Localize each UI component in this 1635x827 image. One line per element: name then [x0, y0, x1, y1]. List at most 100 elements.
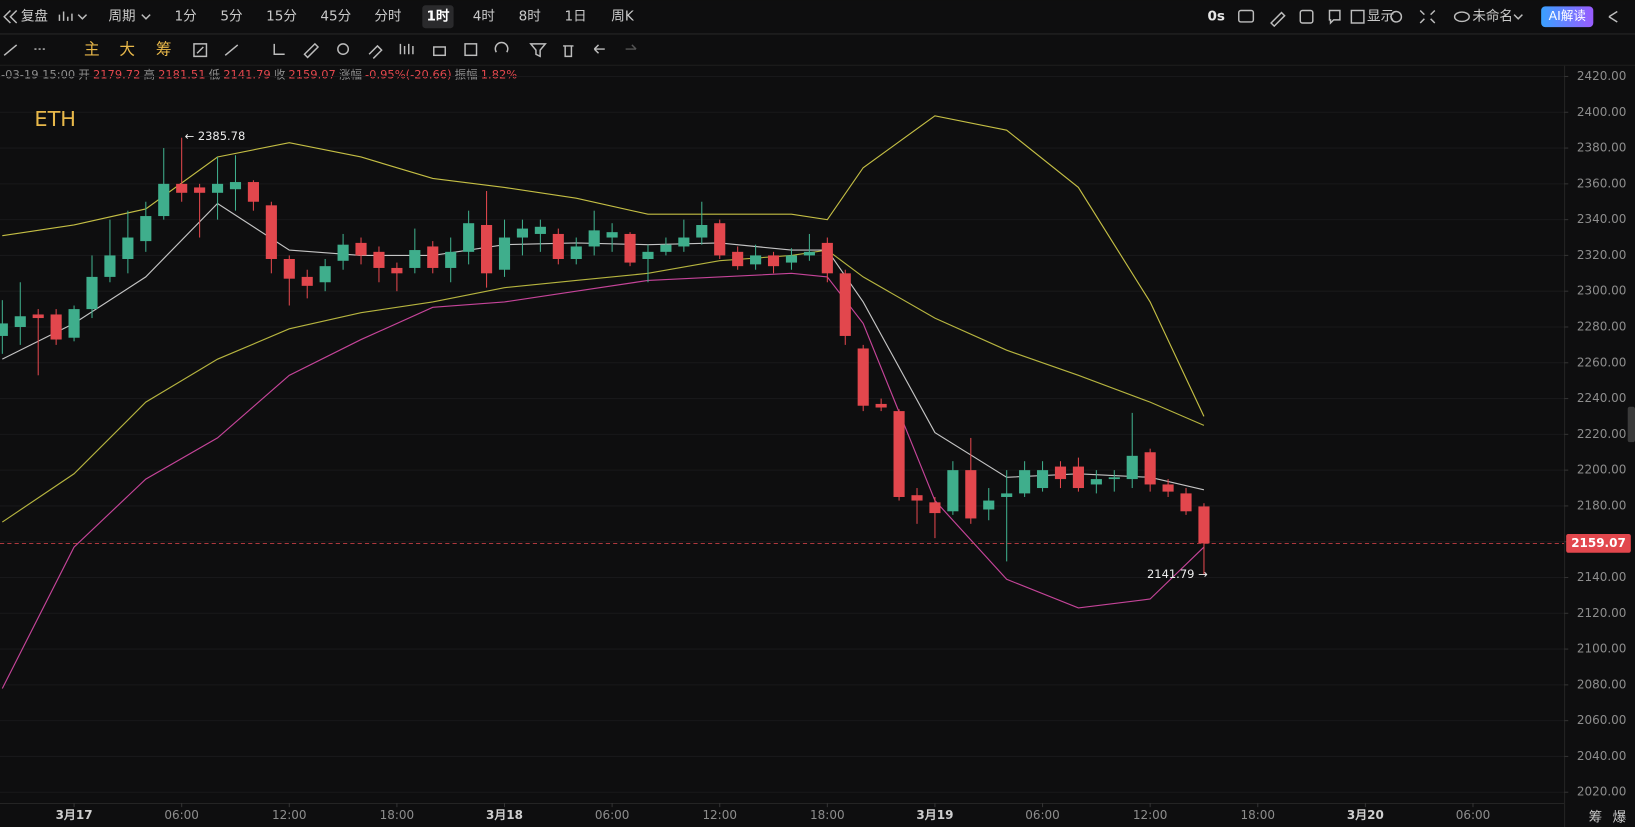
candle-body	[337, 244, 349, 261]
candle-body	[1072, 466, 1084, 489]
candle-body	[552, 233, 564, 259]
candle-body	[732, 251, 744, 267]
cloud-icon[interactable]	[1453, 11, 1470, 23]
candle-body	[0, 323, 8, 336]
x-tick-label: 12:00	[272, 808, 307, 822]
tool-icon[interactable]	[303, 42, 320, 59]
dropdown-icon[interactable]	[1513, 14, 1523, 20]
tool-icon[interactable]	[433, 46, 446, 57]
candle-body	[229, 182, 242, 190]
candle-body	[158, 183, 170, 217]
display-button[interactable]: 显示	[1367, 9, 1394, 25]
candle-body	[301, 276, 313, 286]
tool-icon[interactable]	[399, 43, 414, 55]
interval-button[interactable]: 8时	[519, 9, 542, 25]
info-open: 2179.72	[93, 68, 140, 82]
candle-body	[445, 251, 457, 268]
x-tick-label: 06:00	[1025, 808, 1060, 822]
interval-button[interactable]: 分时	[374, 9, 402, 25]
interval-button[interactable]: 45分	[320, 9, 351, 25]
candle-body	[750, 255, 762, 265]
ai-button[interactable]: AI解读	[1549, 8, 1586, 23]
top-toolbar: 复盘 周期 0s 显示 未命名 AI解读 1分 5分 15分 45分 分时 1时 4时 8时 1…	[0, 5, 1635, 35]
info-amplitude: 1.82%	[481, 68, 518, 82]
side-handle[interactable]	[1627, 406, 1635, 443]
filter-tool[interactable]	[529, 43, 547, 58]
indicator-icon[interactable]	[58, 11, 73, 21]
fullscreen-icon[interactable]	[1419, 9, 1436, 24]
drawing-toolbar: 主大 筹	[0, 40, 1635, 66]
high-annotation: ← 2385.78	[185, 129, 246, 143]
undo-tool[interactable]	[593, 44, 605, 54]
candle-body	[911, 495, 923, 501]
interval-button[interactable]: 1时	[426, 8, 449, 25]
interval-button[interactable]: 1分	[175, 9, 198, 25]
candle-body	[50, 314, 62, 340]
tool-icon[interactable]	[368, 44, 383, 59]
comment-icon[interactable]	[1328, 9, 1341, 25]
candle-body	[1198, 506, 1210, 544]
candle-body	[642, 251, 654, 259]
side-button[interactable]: 爆	[1613, 810, 1627, 826]
candle-body	[140, 216, 152, 242]
candle-body	[355, 242, 367, 256]
screenshot-icon[interactable]	[1238, 9, 1255, 23]
replay-button[interactable]: 复盘	[21, 8, 48, 25]
side-button[interactable]: 筹	[1589, 809, 1603, 826]
draw-icon[interactable]	[1270, 11, 1286, 28]
interval-button[interactable]: 15分	[266, 9, 297, 25]
dropdown-icon[interactable]	[141, 14, 151, 20]
y-tick-label: 2360.00	[1577, 176, 1627, 190]
candle-body	[714, 223, 726, 256]
y-tick-label: 2180.00	[1577, 498, 1627, 512]
tool-icon[interactable]	[273, 43, 285, 56]
period-button[interactable]: 周期	[108, 9, 135, 25]
symbol: ETH	[34, 107, 76, 131]
y-tick-label: 2140.00	[1577, 570, 1627, 584]
settings-icon[interactable]	[1390, 10, 1403, 23]
interval-button[interactable]: 5分	[220, 9, 243, 25]
interval-button[interactable]: 4时	[473, 9, 496, 25]
mode-button[interactable]: 筹	[156, 40, 172, 59]
interval-button[interactable]: 1日	[565, 9, 587, 25]
mode-button[interactable]: 主	[84, 40, 100, 59]
candle-body	[391, 267, 403, 274]
candle-body	[821, 242, 833, 274]
candle-body	[1054, 466, 1067, 480]
info-change-label: 涨幅	[339, 68, 362, 82]
display-icon[interactable]	[1350, 9, 1365, 24]
candle-body	[1108, 477, 1120, 480]
tool-icon[interactable]	[464, 43, 478, 57]
active-interval-bg	[422, 5, 454, 29]
candle-body	[767, 255, 780, 267]
line-tool[interactable]	[3, 44, 18, 56]
info-high: 2181.51	[158, 68, 205, 82]
share-icon[interactable]	[1608, 10, 1618, 23]
replay-icon[interactable]	[3, 9, 18, 24]
x-tick-label: 3月18	[486, 808, 523, 822]
y-tick-label: 2340.00	[1577, 212, 1627, 226]
mode-button[interactable]: 大	[119, 40, 135, 59]
tool-icon[interactable]	[224, 44, 239, 56]
info-bar: 5-03-19 15:00 开 2179.72 高 2181.51 低 2141.79 收 21…	[0, 68, 517, 82]
info-amplitude-label: 振幅	[455, 68, 478, 82]
tool-icon[interactable]	[494, 41, 509, 53]
note-icon[interactable]	[1299, 9, 1314, 24]
ai-button-bg[interactable]	[1541, 6, 1594, 28]
candle-body	[1144, 452, 1156, 485]
info-open-label: 开	[78, 68, 89, 82]
info-change: -0.95%(-20.66)	[365, 68, 452, 82]
redo-tool[interactable]	[625, 44, 637, 50]
candle-body	[1180, 493, 1192, 512]
candle-body	[283, 258, 295, 279]
interval-button[interactable]: 周K	[611, 9, 635, 25]
tool-icon[interactable]	[337, 43, 350, 56]
candle-body	[14, 316, 26, 327]
delete-tool[interactable]	[563, 45, 574, 58]
dropdown-icon[interactable]	[77, 14, 88, 20]
tool-icon[interactable]	[193, 43, 208, 58]
layout-name[interactable]: 未命名	[1472, 8, 1513, 25]
y-tick-label: 2420.00	[1577, 69, 1627, 83]
candle-body	[319, 266, 331, 283]
